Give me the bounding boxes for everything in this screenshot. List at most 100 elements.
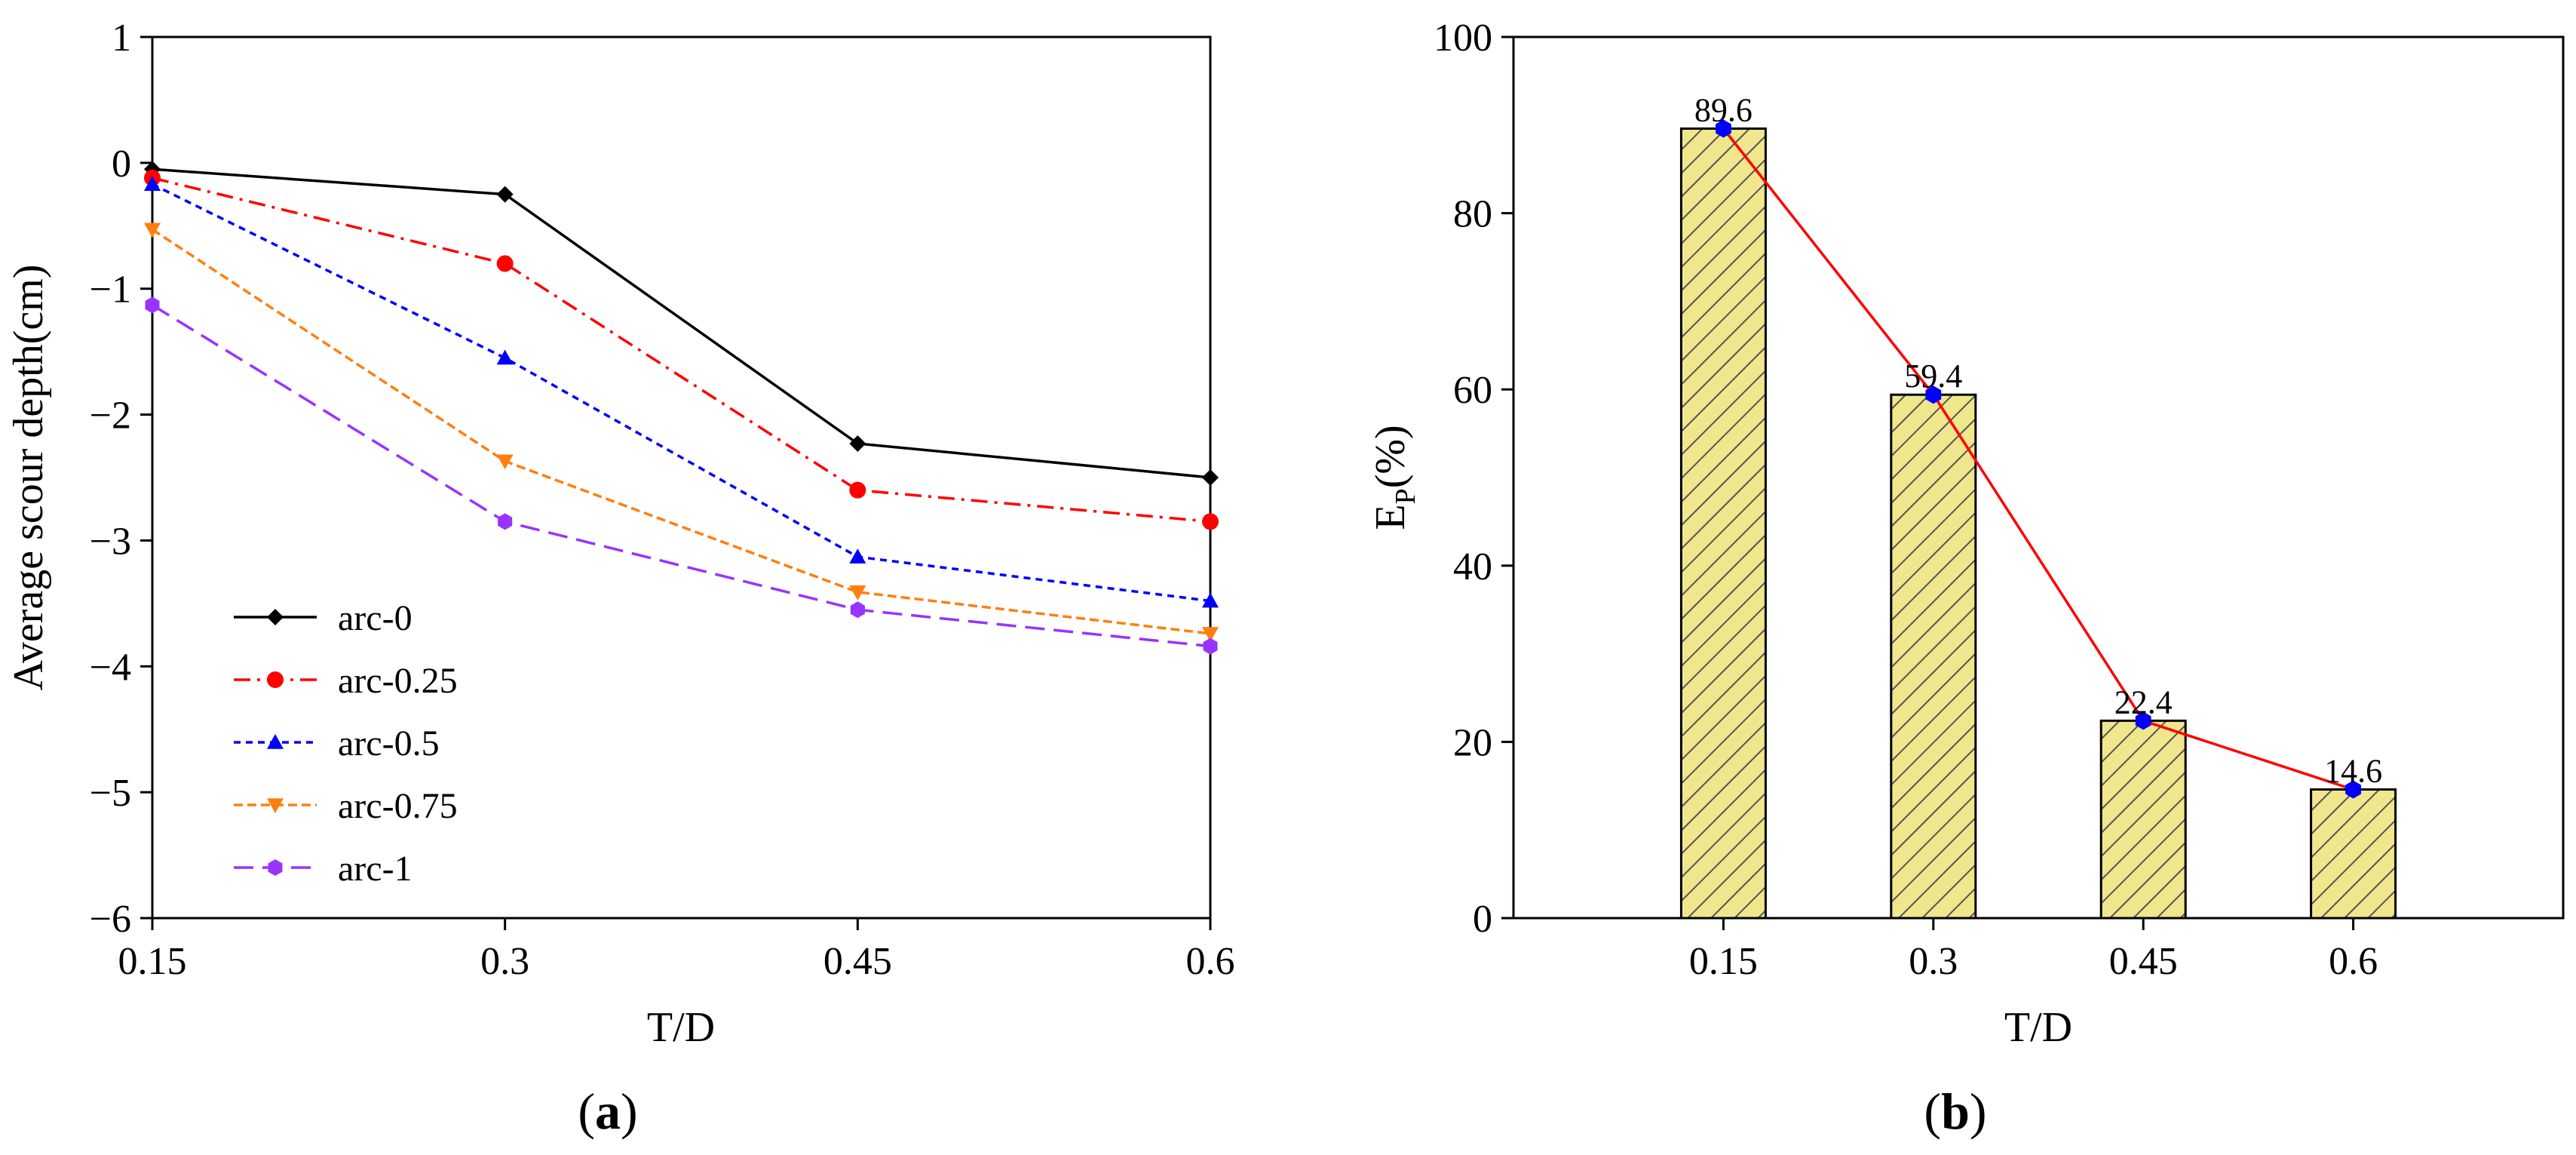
panel-a-x-tick-label: 0.15 — [118, 940, 187, 983]
panel-b-x-tick-label: 0.15 — [1689, 940, 1758, 983]
panel-a-data-point — [496, 349, 514, 365]
panel-a-data-point — [849, 585, 866, 601]
panel-a-legend: arc-0 arc-0.25 arc-0.5 arc-0.75 arc-1 — [234, 598, 458, 889]
legend-label: arc-0.75 — [338, 786, 458, 826]
panel-b-label-close: ) — [1970, 1083, 1987, 1140]
panel-a-label: (a) — [578, 1083, 637, 1140]
legend-label: arc-0.25 — [338, 661, 458, 701]
panel-b-bar-hatch — [2099, 719, 2187, 920]
panel-b-bar-hatch — [1890, 393, 1977, 920]
panel-a-y-tick-label: 1 — [112, 17, 131, 60]
panel-b-y-tick-label: 40 — [1453, 545, 1492, 588]
panel-a-data-point — [496, 186, 514, 203]
panel-a-series-line — [152, 228, 1211, 635]
panel-b-trend-line — [1722, 127, 2354, 791]
panel-a-y-tick-label: −6 — [90, 898, 131, 941]
panel-a-series-arc-1 — [145, 296, 1218, 655]
panel-a-label-close: ) — [621, 1083, 638, 1140]
legend-swatch-marker — [267, 734, 284, 749]
panel-a-y-axis-title: Average scour depth(cm) — [5, 265, 52, 691]
panel-a-data-point — [1202, 592, 1219, 608]
legend-item-arc-0.5: arc-0.5 — [234, 723, 440, 763]
legend-label: arc-0.5 — [338, 723, 440, 763]
panel-b-y-tick-label: 60 — [1453, 369, 1492, 412]
panel-a-data-point — [145, 296, 160, 314]
panel-b-value-label: 89.6 — [1694, 91, 1753, 128]
panel-a-series-arc-0.5 — [144, 176, 1219, 608]
panel-b-bar-hatch — [1679, 127, 1767, 920]
panel-a-y-tick-label: −1 — [90, 269, 131, 312]
panel-b-plot-frame — [1512, 35, 2565, 920]
panel-a-data-point — [1202, 627, 1219, 642]
panel-b-trend-point — [1925, 386, 1942, 404]
panel-a-series-arc-0 — [144, 161, 1219, 486]
legend-item-arc-1: arc-1 — [234, 849, 412, 889]
panel-a-data-point — [1203, 637, 1218, 655]
panel-b-x-axis: 0.15 0.3 0.45 0.6 — [1689, 918, 2378, 983]
legend-swatch-marker — [268, 859, 283, 876]
panel-a-y-tick-label: −3 — [90, 520, 131, 563]
panel-b-y-axis-title-suffix: (%) — [1367, 425, 1414, 488]
panel-a-data-point — [144, 223, 161, 238]
panel-a-y-axis: 1 0 −1 −2 −3 −4 −5 −6 — [90, 17, 152, 941]
panel-a-y-tick-label: −4 — [90, 646, 131, 689]
panel-b-value-label: 59.4 — [1904, 358, 1962, 395]
panel-a-data-point — [849, 481, 866, 499]
panel-b-label-letter: b — [1941, 1083, 1970, 1140]
legend-swatch-marker — [267, 798, 284, 813]
panel-a-data-point — [1202, 469, 1219, 486]
panel-a-data-point — [496, 255, 514, 272]
panel-a-series-line — [152, 177, 1211, 524]
panel-a-label-open: ( — [578, 1083, 595, 1140]
panel-a-data-point — [144, 176, 161, 192]
panel-b-x-axis-title: T/D — [2004, 1004, 2072, 1051]
panel-b-y-axis-title-sub: P — [1390, 488, 1421, 504]
panel-a-x-axis-title: T/D — [647, 1004, 715, 1051]
panel-b-trend-point — [2345, 780, 2361, 799]
panel-b-y-tick-label: 80 — [1453, 193, 1492, 236]
panel-a-x-tick-label: 0.3 — [480, 940, 529, 983]
legend-swatch-marker — [267, 671, 284, 688]
legend-label: arc-0 — [338, 598, 412, 638]
panel-b-y-tick-label: 20 — [1453, 721, 1492, 764]
panel-b-value-label: 14.6 — [2324, 752, 2382, 789]
panel-b-y-tick-label: 0 — [1473, 898, 1492, 941]
legend-swatch-marker — [267, 609, 284, 625]
panel-a-y-tick-label: −5 — [90, 772, 131, 815]
panel-a-series-line — [152, 167, 1211, 479]
panel-a-x-tick-label: 0.45 — [823, 940, 892, 983]
panel-a-data-point — [1202, 513, 1219, 530]
panel-a-data-point — [849, 548, 866, 564]
panel-b-label: (b) — [1924, 1083, 1986, 1140]
panel-b-bar-hatch — [2310, 788, 2397, 920]
panel-a-series-arc-0.25 — [144, 169, 1219, 530]
panel-a-data-point — [496, 454, 514, 470]
panel-a-x-tick-label: 0.6 — [1186, 940, 1235, 983]
panel-a-data-point — [498, 513, 513, 530]
panel-b-trend: 89.6 59.4 22.4 14.6 — [1694, 91, 2382, 799]
panel-a-y-tick-label: 0 — [112, 143, 131, 186]
panel-b-y-tick-label: 100 — [1434, 17, 1492, 60]
panel-a-series-arc-0.75 — [144, 223, 1219, 642]
panel-a-series-line — [152, 303, 1211, 648]
legend-item-arc-0: arc-0 — [234, 598, 412, 638]
legend-label: arc-1 — [338, 849, 412, 889]
panel-a-label-letter: a — [595, 1083, 621, 1140]
panel-b-value-label: 22.4 — [2114, 683, 2173, 720]
panel-a-x-axis: 0.15 0.3 0.45 0.6 — [118, 918, 1235, 983]
panel-b-x-tick-label: 0.45 — [2109, 940, 2178, 983]
panel-b-y-axis-title-main: E — [1367, 504, 1414, 530]
panel-b-x-tick-label: 0.3 — [1909, 940, 1958, 983]
legend-item-arc-0.75: arc-0.75 — [234, 786, 458, 826]
legend-item-arc-0.25: arc-0.25 — [234, 661, 458, 701]
panel-a-data-point — [850, 601, 865, 619]
panel-a-series — [144, 161, 1219, 655]
panel-a-data-point — [849, 435, 866, 452]
panel-b-y-axis: 0 20 40 60 80 100 — [1434, 17, 1513, 941]
panel-b-trend-point — [1716, 119, 1731, 138]
panel-a-plot-frame — [151, 35, 1212, 920]
panel-b-label-open: ( — [1924, 1083, 1941, 1140]
panel-b-x-tick-label: 0.6 — [2329, 940, 2378, 983]
panel-b-bar-chart: 0 20 40 60 80 100 0.15 0.3 0.45 0.6 89.6 59.4 22.4… — [1367, 17, 2565, 1140]
